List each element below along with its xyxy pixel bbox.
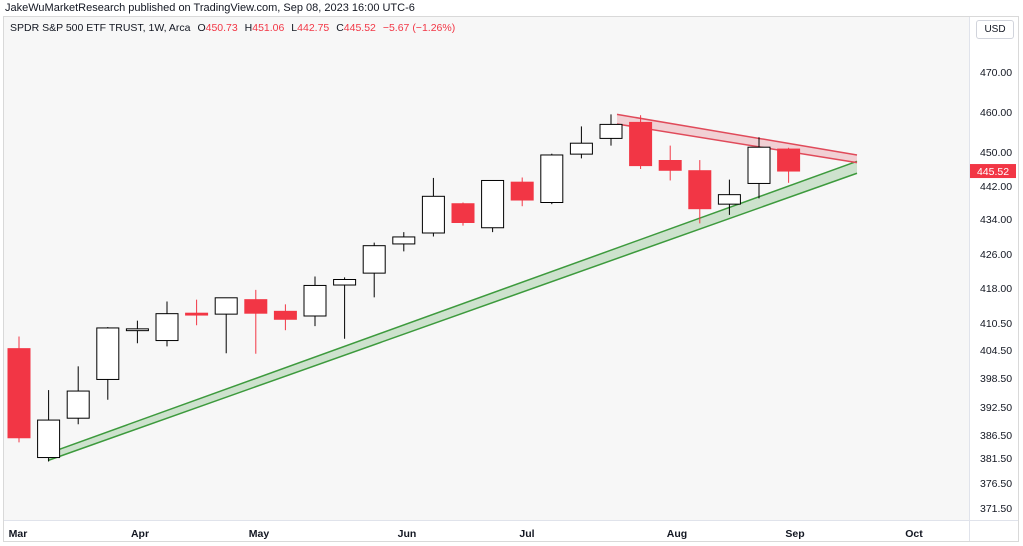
candle-body — [600, 124, 622, 138]
open-label: O — [197, 22, 205, 34]
candle-body — [8, 349, 30, 438]
y-tick-label: 376.50 — [980, 478, 1012, 490]
candle-body — [630, 122, 652, 165]
candle-2023-03-06 — [8, 337, 30, 443]
candle-2023-04-17 — [186, 300, 208, 326]
candle-2023-03-20 — [67, 366, 89, 424]
candle-body — [778, 149, 800, 171]
open-value: 450.73 — [206, 22, 238, 34]
x-tick-label: Jun — [398, 528, 417, 540]
candle-body — [659, 161, 681, 171]
currency-button[interactable]: USD — [976, 20, 1014, 39]
candle-2023-03-13 — [38, 390, 60, 461]
candle-2023-07-03 — [511, 178, 533, 207]
y-tick-label: 460.00 — [980, 107, 1012, 119]
candle-body — [304, 285, 326, 316]
candle-2023-05-29 — [363, 243, 385, 298]
symbol-legend: SPDR S&P 500 ETF TRUST, 1W, Arca O450.73… — [10, 22, 455, 34]
candle-body — [689, 171, 711, 209]
candle-body — [334, 280, 356, 286]
candle-2023-04-24 — [215, 298, 237, 353]
candle-body — [393, 237, 415, 244]
candle-body — [748, 147, 770, 183]
candle-body — [97, 328, 119, 380]
candle-body — [541, 155, 563, 203]
candle-2023-09-04 — [778, 148, 800, 183]
time-axis: Mar Apr May Jun Jul Aug Sep Oct — [9, 528, 924, 540]
candle-body — [718, 195, 740, 204]
change-value: −5.67 (−1.26%) — [383, 22, 455, 34]
candle-body — [511, 182, 533, 200]
candle-body — [422, 196, 444, 233]
candle-body — [274, 311, 296, 319]
resistance-channel-fill — [617, 114, 857, 162]
y-tick-label: 410.50 — [980, 318, 1012, 330]
trend-lines — [48, 114, 857, 460]
y-tick-label: 470.00 — [980, 67, 1012, 79]
x-tick-label: Aug — [667, 528, 687, 540]
low-value: 442.75 — [297, 22, 329, 34]
y-tick-label: 386.50 — [980, 430, 1012, 442]
last-price-label: 445.52 — [977, 166, 1009, 178]
candle-2023-03-27 — [97, 327, 119, 400]
candles — [8, 114, 800, 461]
candle-2023-04-03 — [126, 321, 148, 344]
y-tick-label: 392.50 — [980, 402, 1012, 414]
candle-2023-05-15 — [304, 277, 326, 327]
price-axis: 470.00 460.00 450.00 442.00 434.00 426.00 418.… — [980, 67, 1012, 515]
candle-body — [67, 391, 89, 418]
candle-body — [482, 180, 504, 227]
candle-2023-05-08 — [274, 304, 296, 330]
candle-body — [245, 300, 267, 314]
x-tick-label: Sep — [785, 528, 804, 540]
y-tick-label: 404.50 — [980, 345, 1012, 357]
candle-body — [215, 298, 237, 314]
candle-body — [363, 246, 385, 273]
y-tick-label: 381.50 — [980, 453, 1012, 465]
y-tick-label: 398.50 — [980, 373, 1012, 385]
x-tick-label: Jul — [519, 528, 534, 540]
y-tick-label: 426.00 — [980, 249, 1012, 261]
x-tick-label: Oct — [905, 528, 923, 540]
candle-2023-07-31 — [630, 115, 652, 169]
candle-body — [38, 420, 60, 457]
candle-body — [186, 313, 208, 315]
y-tick-label: 418.00 — [980, 283, 1012, 295]
resistance-channel — [617, 114, 857, 162]
candle-2023-06-05 — [393, 232, 415, 251]
candle-2023-05-01 — [245, 290, 267, 354]
candle-2023-08-14 — [689, 160, 711, 223]
candle-2023-06-12 — [422, 178, 444, 237]
symbol-name: SPDR S&P 500 ETF TRUST, 1W, Arca — [10, 22, 191, 34]
x-tick-label: May — [249, 528, 270, 540]
candle-body — [570, 143, 592, 154]
candle-2023-06-19 — [452, 203, 474, 226]
last-price-tag: 445.52 — [970, 164, 1016, 178]
candle-2023-05-22 — [334, 277, 356, 338]
candle-body — [452, 204, 474, 223]
candle-2023-07-10 — [541, 154, 563, 204]
candle-2023-08-07 — [659, 146, 681, 181]
high-value: 451.06 — [252, 22, 284, 34]
resistance-channel-lower — [617, 124, 857, 163]
candle-body — [156, 314, 178, 341]
y-tick-label: 371.50 — [980, 503, 1012, 515]
y-tick-label: 442.00 — [980, 181, 1012, 193]
x-tick-label: Apr — [131, 528, 149, 540]
y-tick-label: 434.00 — [980, 214, 1012, 226]
candle-2023-04-10 — [156, 302, 178, 347]
resistance-channel-upper — [617, 114, 857, 155]
candle-2023-06-26 — [482, 180, 504, 232]
x-tick-label: Mar — [9, 528, 28, 540]
close-label: C — [336, 22, 344, 34]
candle-2023-07-17 — [570, 126, 592, 158]
candle-body — [126, 329, 148, 331]
close-value: 445.52 — [344, 22, 376, 34]
y-tick-label: 450.00 — [980, 147, 1012, 159]
